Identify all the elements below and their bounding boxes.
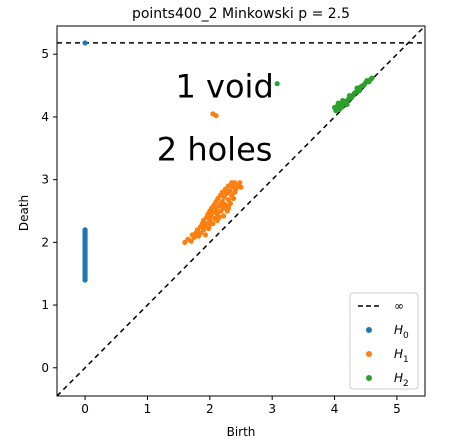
legend-label-subscript: 1: [403, 355, 409, 365]
data-point-h2: [344, 101, 350, 107]
plot-frame: [56, 25, 426, 397]
data-point-h1: [221, 194, 227, 200]
data-point-h2: [340, 98, 346, 104]
data-point-h1: [238, 184, 244, 190]
data-point-h1: [188, 238, 194, 244]
legend-swatch-marker: [366, 375, 372, 381]
data-point-h1: [237, 180, 243, 186]
legend-swatch-marker: [366, 351, 372, 357]
data-point-h1: [200, 227, 207, 233]
data-point-h1: [220, 213, 227, 219]
data-point-h2: [335, 100, 341, 106]
data-point-h1: [225, 205, 232, 211]
data-point-h2: [354, 85, 360, 91]
data-point-h2: [346, 93, 353, 99]
data-point-h1: [218, 200, 224, 207]
series-h1: [182, 111, 244, 245]
y-tick-label: 2: [41, 235, 49, 249]
data-point-h1: [230, 195, 237, 202]
legend-label: ∞: [394, 299, 404, 313]
chart-title: points400_2 Minkowski p = 2.5: [132, 6, 350, 22]
y-tick-label: 5: [41, 47, 49, 61]
annotation-text: 1 void: [176, 68, 274, 106]
data-point-h1: [207, 222, 213, 228]
x-tick-label: 2: [206, 402, 214, 416]
x-axis-label: Birth: [227, 425, 256, 439]
data-point-h1: [213, 113, 219, 119]
x-tick-label: 4: [331, 402, 339, 416]
y-tick-label: 1: [41, 298, 49, 312]
annotations: 1 void 2 holes: [157, 68, 274, 169]
data-point-h0: [82, 40, 88, 46]
data-point-h2: [274, 81, 280, 87]
series-h2: [274, 75, 375, 114]
data-point-h1: [191, 234, 197, 240]
y-tick-label: 3: [41, 173, 49, 187]
y-axis-label: Death: [17, 195, 31, 231]
data-point-h1: [214, 217, 220, 224]
x-tick-label: 3: [268, 402, 276, 416]
data-point-h1: [202, 232, 209, 238]
x-tick-label: 1: [144, 402, 152, 416]
series-h0: [82, 40, 88, 283]
x-tick-label: 5: [393, 402, 401, 416]
legend-box: [349, 292, 419, 390]
y-tick-label: 0: [41, 361, 49, 375]
axes: 0 1 2 3 4 5 0 1 2 3 4 5: [41, 25, 426, 416]
annotation-text: 2 holes: [157, 130, 273, 168]
legend-label-subscript: 0: [403, 331, 409, 341]
data-point-h1: [212, 205, 218, 211]
legend-label-subscript: 2: [403, 379, 409, 389]
data-point-h1: [227, 188, 233, 194]
x-tick-label: 0: [81, 402, 89, 416]
plot-area: [57, 26, 425, 396]
data-point-h2: [369, 75, 375, 81]
data-point-h0: [82, 277, 88, 283]
y-tick-label: 4: [41, 110, 49, 124]
legend-swatch-marker: [366, 327, 372, 333]
data-point-h1: [227, 200, 233, 207]
